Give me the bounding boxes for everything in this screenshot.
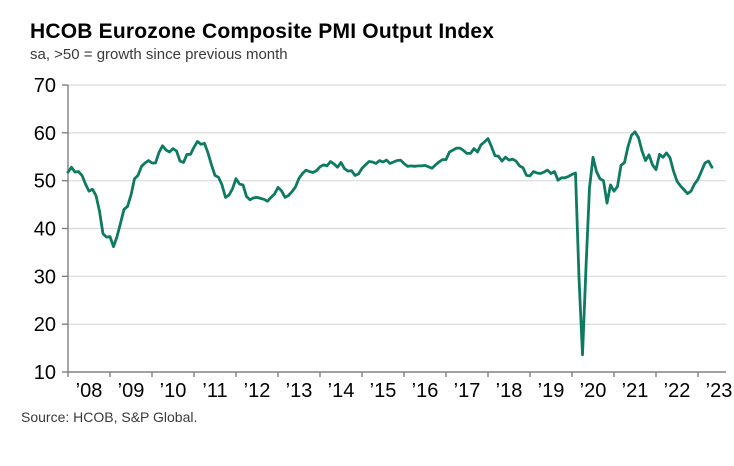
- y-tick-label-70: 70: [34, 75, 56, 97]
- x-tick-label-4: ’12: [244, 380, 271, 402]
- x-tick-label-5: ’13: [286, 380, 313, 402]
- x-tick-label-15: ’23: [706, 380, 733, 402]
- y-tick-label-40: 40: [34, 219, 56, 241]
- x-tick-label-2: ’10: [160, 380, 187, 402]
- pmi-series-line: [66, 130, 714, 357]
- chart-subtitle: sa, >50 = growth since previous month: [30, 46, 288, 63]
- x-tick-label-12: ’20: [580, 380, 607, 402]
- chart-title: HCOB Eurozone Composite PMI Output Index: [30, 20, 495, 43]
- y-tick-label-60: 60: [34, 123, 56, 145]
- x-tick-label-0: ’08: [76, 380, 103, 402]
- x-tick-label-10: ’18: [496, 380, 523, 402]
- y-tick-label-10: 10: [34, 362, 56, 384]
- x-tick-label-7: ’15: [370, 380, 397, 402]
- y-tick-label-30: 30: [34, 266, 56, 288]
- x-tick-label-9: ’17: [454, 380, 481, 402]
- y-tick-label-20: 20: [34, 314, 56, 336]
- x-tick-label-11: ’19: [538, 380, 565, 402]
- source-note: Source: HCOB, S&P Global.: [21, 409, 198, 425]
- x-tick-label-3: ’11: [202, 380, 227, 402]
- x-tick-label-14: ’22: [664, 380, 691, 402]
- x-tick-label-8: ’16: [412, 380, 439, 402]
- x-tick-label-6: ’14: [328, 380, 355, 402]
- x-tick-label-1: ’09: [118, 380, 145, 402]
- y-tick-label-50: 50: [34, 171, 56, 193]
- x-tick-label-13: ’21: [622, 380, 649, 402]
